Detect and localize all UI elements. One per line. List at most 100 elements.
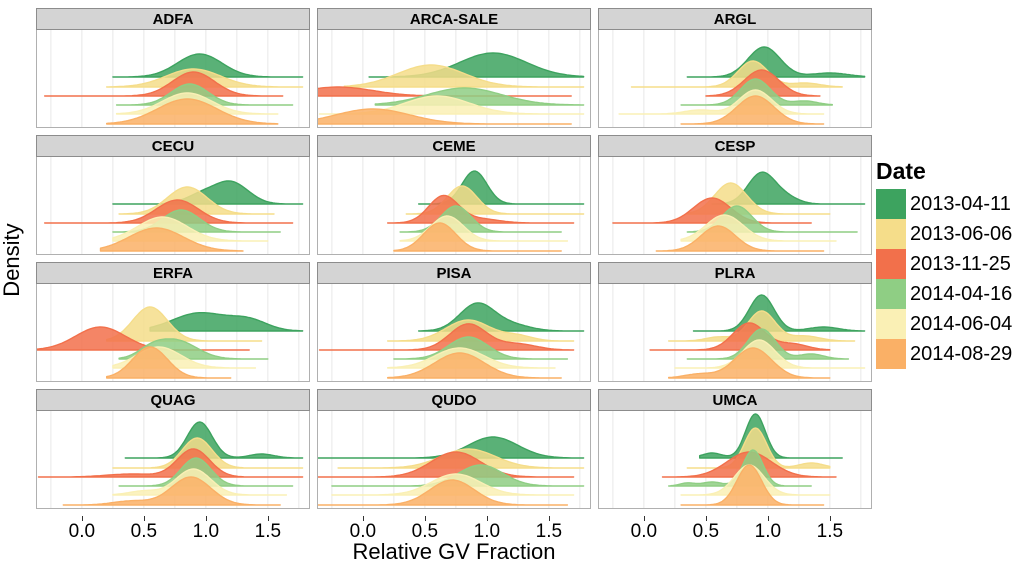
density-ridge-2013-04-11: [686, 46, 866, 78]
facet-panel: [317, 157, 591, 255]
legend-label: 2014-06-04: [910, 312, 1013, 335]
density-ridge-2014-08-29: [655, 225, 825, 252]
facet-strip-title: UMCA: [598, 389, 872, 411]
x-tick-label: 0.5: [411, 521, 439, 542]
x-tick-mark: [643, 516, 646, 521]
x-tick-label: 1.5: [816, 521, 844, 542]
legend-swatch: [876, 339, 906, 369]
facet-plra: PLRA: [598, 262, 872, 382]
density-ridge-2013-06-06: [668, 310, 856, 342]
facet-strip-title: ERFA: [36, 262, 310, 284]
x-tick-mark: [705, 516, 708, 521]
x-tick-mark: [486, 516, 489, 521]
facet-panel: [317, 284, 591, 382]
density-plot-svg: [331, 157, 585, 254]
x-tick-mark: [548, 516, 551, 521]
x-tick-label: 1.0: [473, 521, 501, 542]
x-tick-label: 0.0: [630, 521, 658, 542]
legend-swatch: [876, 249, 906, 279]
facet-panel: [598, 157, 872, 255]
density-ridge-2013-11-25: [612, 197, 812, 224]
density-plot-svg: [44, 157, 304, 254]
legend-entry: 2013-11-25: [876, 249, 1022, 279]
density-ridge-2013-11-25: [37, 448, 304, 478]
density-ridge-2014-08-29: [106, 98, 279, 125]
density-ridge-2013-11-25: [37, 326, 250, 351]
x-tick-mark: [267, 516, 270, 521]
density-plot-svg: [37, 411, 304, 508]
facet-strip-title: QUDO: [317, 389, 591, 411]
density-ridge-2014-08-29: [318, 479, 569, 506]
density-ridge-2013-04-11: [418, 302, 585, 332]
x-tick-label: 1.5: [254, 521, 282, 542]
density-plot-svg: [612, 30, 866, 127]
legend-entry: 2013-04-11: [876, 189, 1022, 219]
density-plot-svg: [37, 284, 304, 381]
legend-swatch: [876, 309, 906, 339]
facet-panel: [598, 411, 872, 509]
x-axis-title: Relative GV Fraction: [352, 539, 556, 564]
facet-panel: [36, 284, 310, 382]
density-ridge-2014-04-16: [115, 83, 294, 106]
density-ridge-2014-08-29: [680, 464, 825, 506]
density-ridge-2013-04-11: [124, 421, 304, 459]
density-ridge-2013-11-25: [44, 199, 294, 224]
x-tick-label: 1.5: [535, 521, 563, 542]
density-ridge-2014-08-29: [393, 222, 562, 252]
x-tick-label: 0.5: [130, 521, 158, 542]
x-axis-column-3: 0.0 0.5 1.0 1.5: [598, 516, 872, 550]
facet-panel: [36, 411, 310, 509]
facet-argl: ARGL: [598, 8, 872, 128]
x-axis-column-1: 0.0 0.5 1.0 1.5: [36, 516, 310, 550]
facet-strip-title: CECU: [36, 135, 310, 157]
facet-quag: QUAG: [36, 389, 310, 509]
density-plot-svg: [44, 30, 304, 127]
legend: Date 2013-04-11 2013-06-06 2013-11-25 2014-…: [876, 158, 1022, 369]
density-ridge-2014-04-16: [393, 336, 569, 360]
x-tick-mark: [829, 516, 832, 521]
legend-label: 2013-06-06: [910, 222, 1013, 245]
facet-cecu: CECU: [36, 135, 310, 255]
density-ridge-2013-04-11: [692, 294, 866, 332]
density-ridge-2013-11-25: [318, 323, 575, 351]
facet-strip-title: ARGL: [598, 8, 872, 30]
legend-swatch: [876, 279, 906, 309]
density-ridge-2013-04-11: [112, 53, 304, 78]
legend-title: Date: [876, 158, 926, 184]
facet-panel: [598, 30, 872, 128]
density-ridge-2013-04-11: [699, 413, 843, 459]
density-plot-svg: [612, 284, 866, 381]
x-tick-mark: [81, 516, 84, 521]
density-ridge-2013-06-06: [686, 427, 831, 469]
x-tick-mark: [424, 516, 427, 521]
facet-strip-title: PISA: [317, 262, 591, 284]
legend-entry: 2014-06-04: [876, 309, 1022, 339]
legend-swatch: [876, 189, 906, 219]
facet-strip-title: ARCA-SALE: [317, 8, 591, 30]
density-plot-svg: [318, 30, 585, 127]
legend-label: 2014-08-29: [910, 342, 1013, 365]
density-ridge-2014-04-16: [118, 457, 294, 487]
x-tick-label: 1.0: [192, 521, 220, 542]
legend-entries: 2013-04-11 2013-06-06 2013-11-25 2014-04-16…: [876, 189, 1022, 369]
y-axis-title: Density: [0, 223, 24, 297]
facet-ceme: CEME: [317, 135, 591, 255]
density-ridge-2013-06-06: [343, 64, 585, 88]
facet-strip-title: CESP: [598, 135, 872, 157]
facet-umca: UMCA: [598, 389, 872, 509]
density-plot-svg: [612, 157, 866, 254]
facet-panel: [36, 30, 310, 128]
facet-grid: ADFA ARCA-SALE ARGL CECU CEME CESP ERFA PISA PLR…: [36, 8, 872, 550]
x-tick-mark: [767, 516, 770, 521]
facet-pisa: PISA: [317, 262, 591, 382]
x-tick-mark: [205, 516, 208, 521]
density-ridge-2014-08-29: [99, 227, 244, 252]
density-plot-svg: [612, 411, 862, 508]
density-ridge-2013-06-06: [630, 60, 843, 88]
legend-entry: 2014-08-29: [876, 339, 1022, 369]
density-ridge-2014-08-29: [62, 476, 281, 506]
x-tick-mark: [143, 516, 146, 521]
x-tick-label: 0.0: [68, 521, 96, 542]
facet-cesp: CESP: [598, 135, 872, 255]
